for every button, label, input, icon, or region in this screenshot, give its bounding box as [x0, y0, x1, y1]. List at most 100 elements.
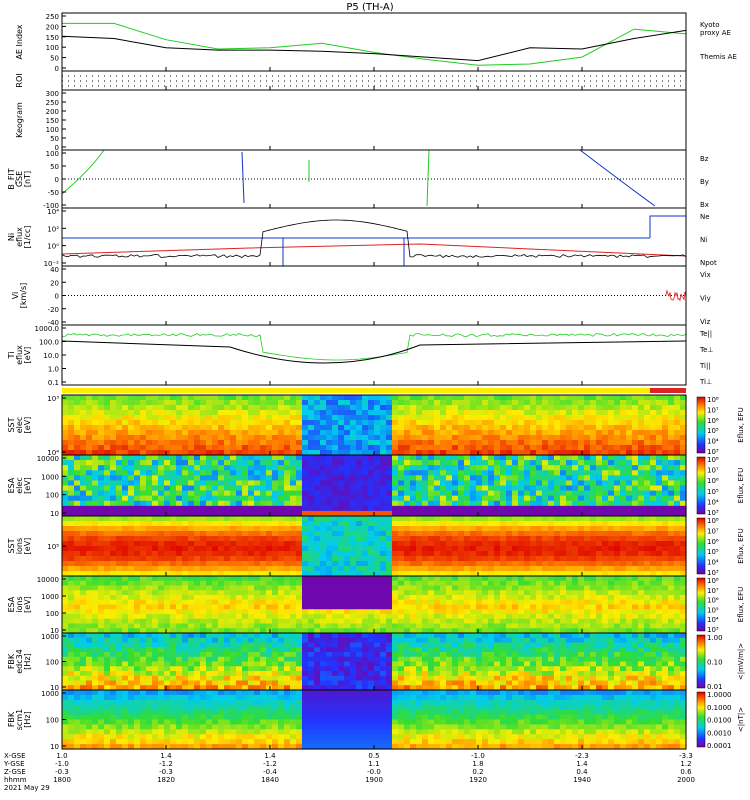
heatmap-cell [638, 521, 645, 527]
heatmap-cell [662, 495, 669, 502]
heatmap-cell [104, 480, 111, 487]
heatmap-cell [152, 415, 159, 421]
heatmap-cell [524, 628, 531, 634]
heatmap-cell [212, 480, 219, 487]
heatmap-cell [206, 531, 213, 537]
heatmap-cell [536, 595, 543, 601]
heatmap-cell [362, 566, 369, 572]
heatmap-cell [254, 576, 261, 582]
heatmap-cell [464, 405, 471, 411]
heatmap-cell [110, 410, 117, 416]
heatmap-cell [140, 465, 147, 471]
heatmap-cell [212, 618, 219, 625]
heatmap-cell [452, 526, 459, 532]
heatmap-cell [404, 576, 411, 582]
heatmap-cell [416, 495, 423, 502]
heatmap-cell [86, 490, 93, 497]
heatmap-cell [122, 445, 129, 451]
heatmap-cell [260, 445, 267, 451]
heatmap-cell [278, 531, 285, 537]
heatmap-cell [626, 495, 633, 502]
heatmap-cell [302, 490, 309, 497]
heatmap-cell [626, 430, 633, 436]
heatmap-cell [470, 580, 477, 587]
heatmap-cell [560, 521, 567, 527]
heatmap-cell [578, 480, 585, 487]
heatmap-cell [182, 590, 189, 596]
heatmap-cell [386, 400, 393, 406]
heatmap-cell [74, 618, 81, 625]
heatmap-cell [362, 455, 369, 461]
heatmap-cell [182, 435, 189, 441]
heatmap-cell [500, 495, 507, 502]
heatmap-cell [104, 609, 111, 615]
heatmap-cell [566, 628, 573, 634]
heatmap-cell [224, 485, 231, 492]
heatmap-cell [86, 500, 93, 507]
heatmap-cell [164, 475, 171, 482]
heatmap-cell [458, 595, 465, 601]
heatmap-cell [272, 595, 279, 601]
heatmap-cell [86, 566, 93, 572]
heatmap-cell [290, 460, 297, 466]
heatmap-cell [548, 561, 555, 567]
heatmap-cell [152, 395, 159, 401]
heatmap-cell [458, 516, 465, 522]
heatmap-cell [620, 450, 627, 456]
heatmap-cell [212, 510, 219, 517]
heatmap-cell [464, 526, 471, 532]
heatmap-cell [566, 405, 573, 411]
heatmap-cell [248, 551, 255, 557]
heatmap-cell [554, 455, 561, 461]
heatmap-cell [488, 410, 495, 416]
heatmap-cell [344, 604, 351, 610]
heatmap-cell [188, 445, 195, 451]
heatmap-cell [506, 440, 513, 446]
heatmap-cell [548, 531, 555, 537]
heatmap-cell [194, 599, 201, 606]
heatmap-cell [470, 566, 477, 572]
heatmap-cell [362, 450, 369, 456]
heatmap-cell [260, 546, 267, 552]
heatmap-cell [224, 614, 231, 620]
heatmap-cell [530, 531, 537, 537]
heatmap-cell [380, 415, 387, 421]
heatmap-cell [524, 541, 531, 547]
heatmap-cell [560, 576, 567, 582]
heatmap-cell [404, 425, 411, 431]
heatmap-cell [158, 485, 165, 492]
heatmap-cell [146, 526, 153, 532]
heatmap-cell [266, 435, 273, 441]
heatmap-cell [476, 445, 483, 451]
heatmap-cell [578, 510, 585, 517]
heatmap-cell [248, 440, 255, 446]
heatmap-cell [404, 571, 411, 577]
heatmap-cell [128, 480, 135, 487]
heatmap-cell [674, 455, 681, 461]
ylabel-bfield: B_FITGSE[nT] [7, 168, 32, 189]
heatmap-cell [386, 604, 393, 610]
heatmap-cell [572, 510, 579, 517]
heatmap-cell [632, 455, 639, 461]
heatmap-cell [314, 590, 321, 596]
heatmap-cell [254, 516, 261, 522]
heatmap-cell [110, 460, 117, 466]
heatmap-cell [518, 551, 525, 557]
heatmap-cell [344, 571, 351, 577]
heatmap-cell [404, 505, 411, 512]
heatmap-cell [236, 576, 243, 582]
heatmap-cell [206, 526, 213, 532]
heatmap-cell [536, 576, 543, 582]
heatmap-cell [362, 440, 369, 446]
heatmap-cell [74, 551, 81, 557]
heatmap-cell [284, 510, 291, 517]
heatmap-cell [524, 618, 531, 625]
heatmap-cell [356, 440, 363, 446]
heatmap-cell [308, 500, 315, 507]
heatmap-cell [182, 455, 189, 461]
heatmap-cell [80, 531, 87, 537]
heatmap-cell [188, 580, 195, 587]
heatmap-cell [446, 599, 453, 606]
heatmap-cell [128, 495, 135, 502]
heatmap-cell [386, 590, 393, 596]
